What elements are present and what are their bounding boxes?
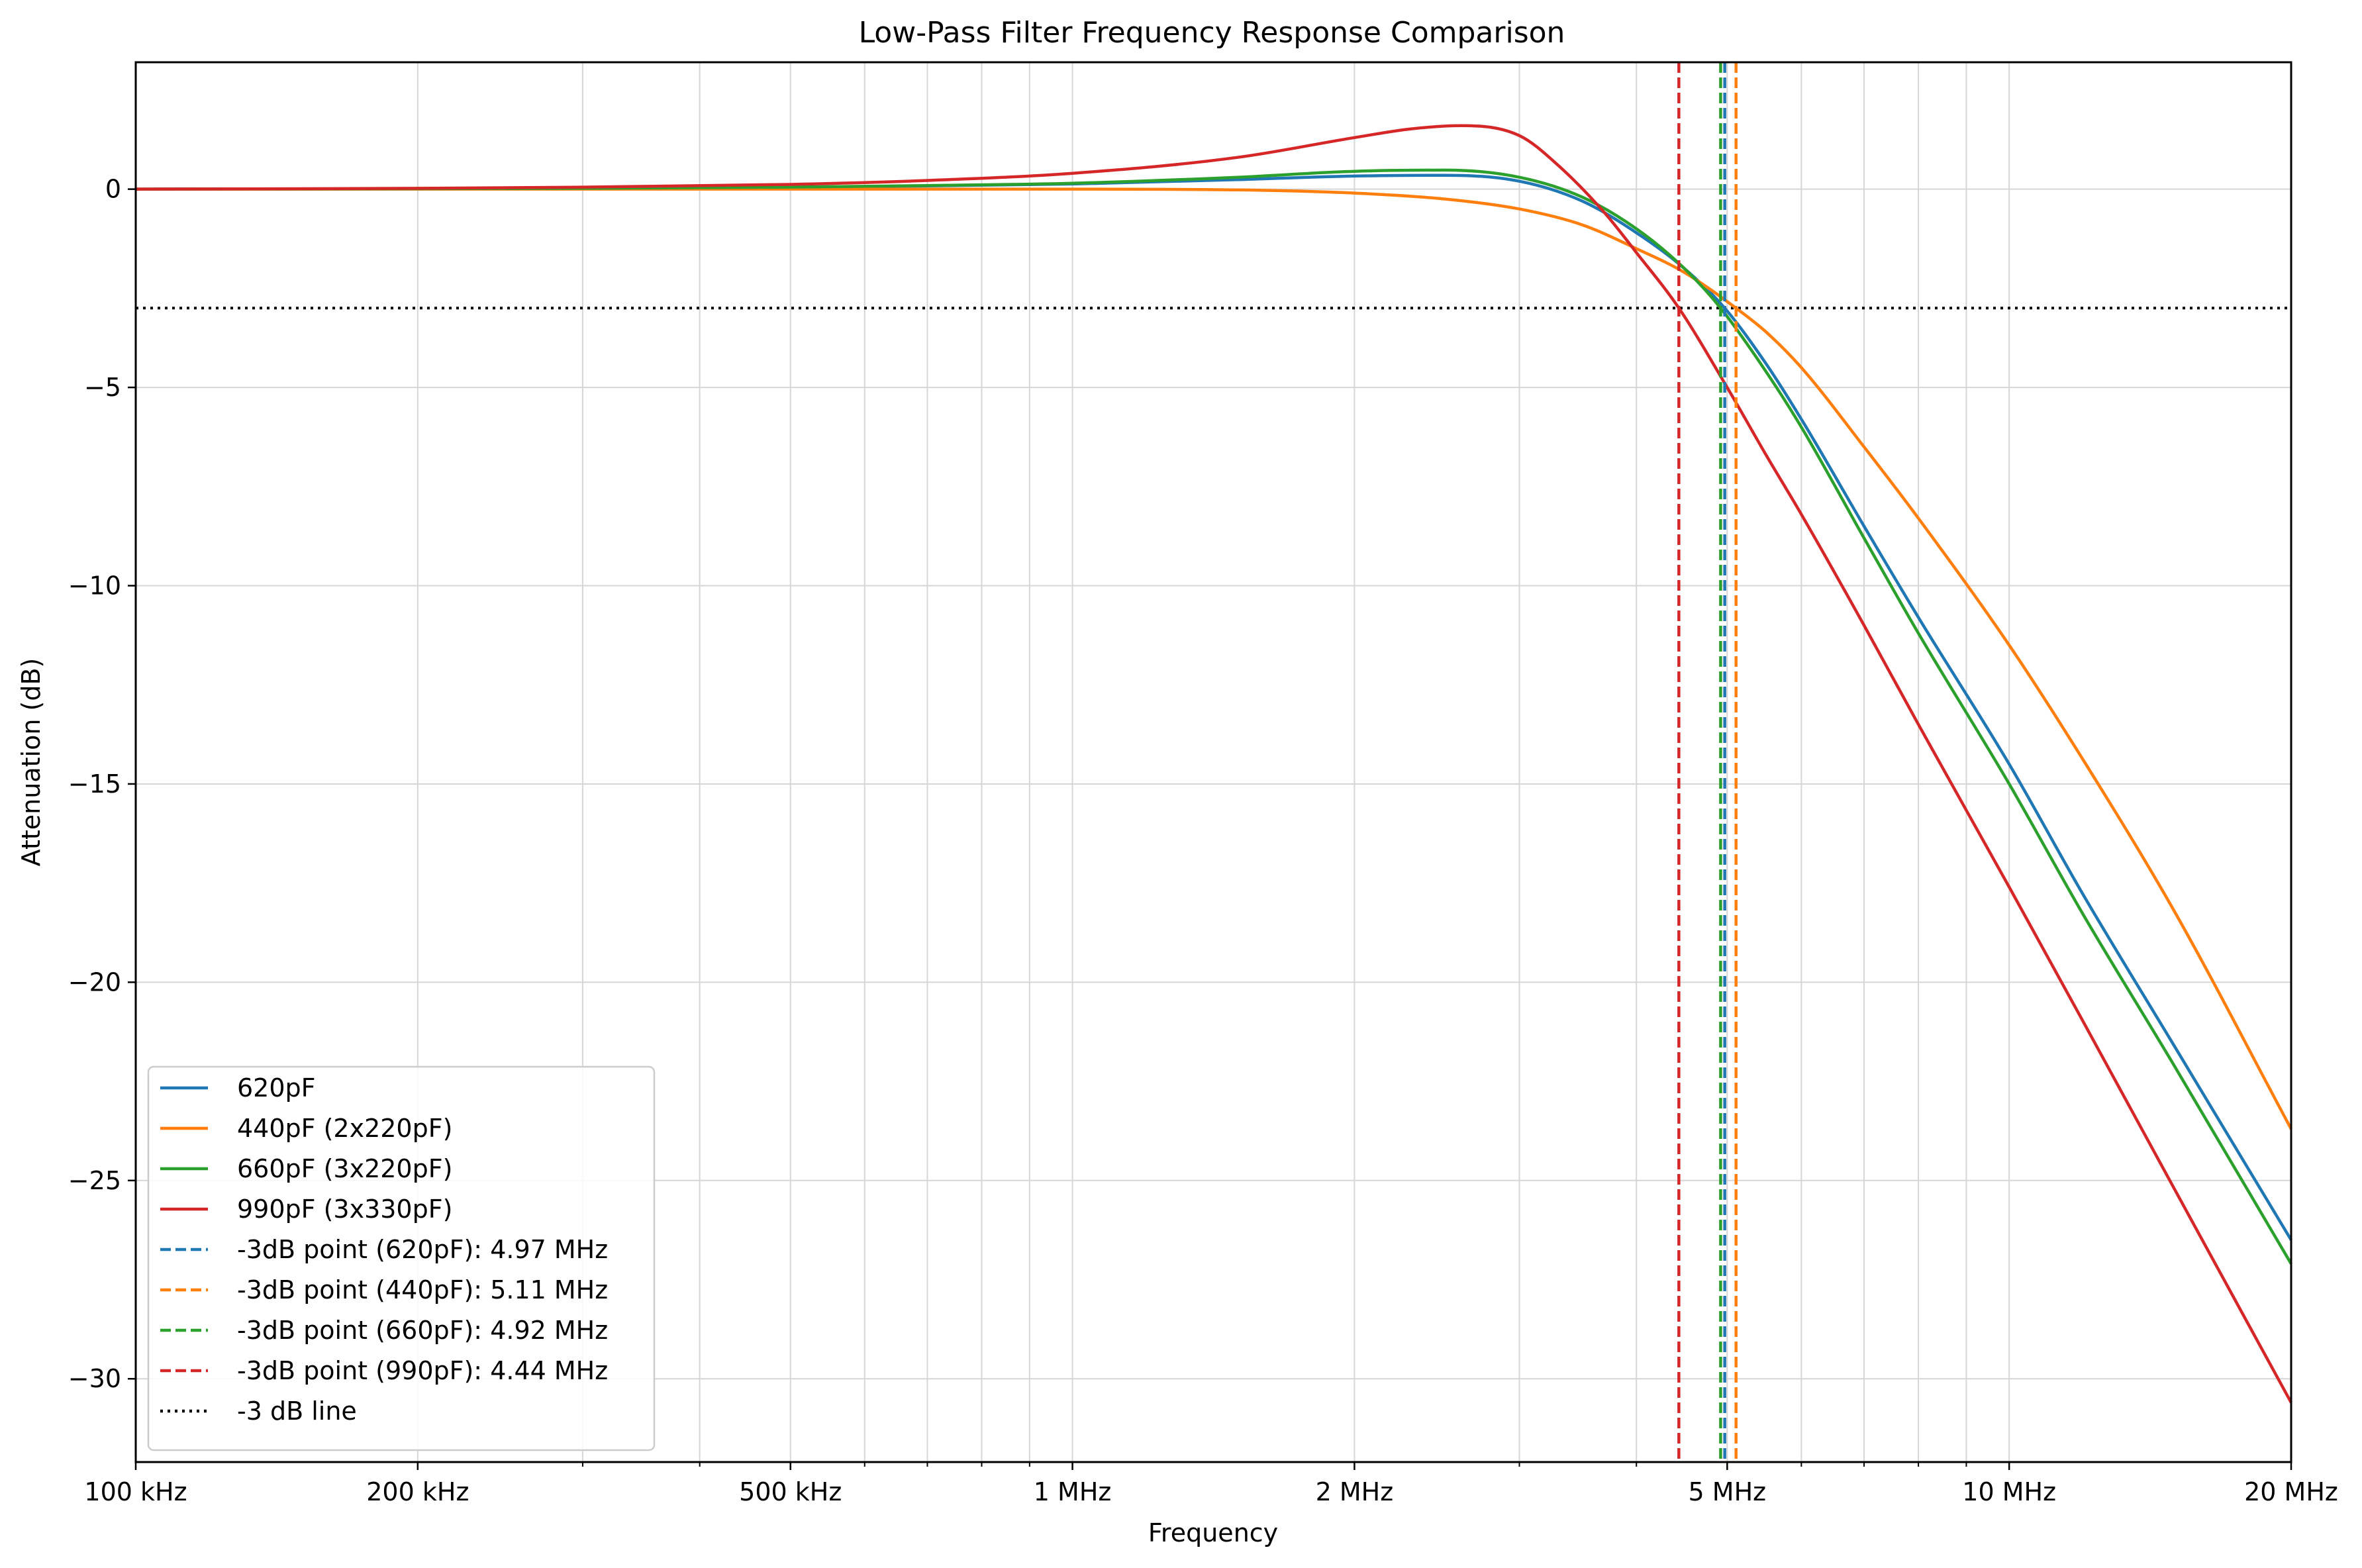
x-axis-label: Frequency bbox=[1148, 1518, 1278, 1547]
x-tick-label: 5 MHz bbox=[1689, 1477, 1767, 1506]
x-tick-label: 2 MHz bbox=[1316, 1477, 1394, 1506]
y-tick-label: −20 bbox=[68, 967, 121, 997]
legend-label: -3dB point (440pF): 5.11 MHz bbox=[237, 1275, 608, 1304]
x-tick-label: 1 MHz bbox=[1034, 1477, 1112, 1506]
x-tick-label: 20 MHz bbox=[2244, 1477, 2338, 1506]
legend-label: -3dB point (990pF): 4.44 MHz bbox=[237, 1356, 608, 1385]
legend-label: -3dB point (660pF): 4.92 MHz bbox=[237, 1316, 608, 1345]
y-axis-ticks: 0 −5 −10 −15 −20 −25 −30 bbox=[68, 175, 136, 1393]
x-axis-ticks: 100 kHz 200 kHz 500 kHz 1 MHz 2 MHz 5 MHz 10 M… bbox=[84, 1462, 2338, 1506]
y-tick-label: −25 bbox=[68, 1166, 121, 1195]
legend-label: 990pF (3x330pF) bbox=[237, 1195, 452, 1224]
x-tick-label: 100 kHz bbox=[84, 1477, 187, 1506]
legend: 620pF 440pF (2x220pF) 660pF (3x220pF) 990pF… bbox=[147, 1065, 656, 1451]
x-tick-label: 10 MHz bbox=[1962, 1477, 2056, 1506]
series-line-2 bbox=[135, 168, 2292, 1265]
y-tick-label: −10 bbox=[68, 571, 121, 601]
legend-label: 440pF (2x220pF) bbox=[237, 1114, 452, 1143]
reference-vlines bbox=[1677, 62, 1738, 1462]
y-tick-label: −5 bbox=[84, 373, 121, 402]
series-line-3 bbox=[135, 124, 2292, 1404]
legend-frame bbox=[147, 1065, 656, 1451]
y-tick-label: −15 bbox=[68, 769, 121, 799]
series-lines bbox=[135, 124, 2292, 1404]
y-tick-label: 0 bbox=[105, 175, 121, 204]
x-tick-label: 200 kHz bbox=[366, 1477, 469, 1506]
legend-label: -3 dB line bbox=[237, 1396, 357, 1426]
series-line-1 bbox=[136, 187, 2292, 1130]
chart-title: Low-Pass Filter Frequency Response Compa… bbox=[859, 16, 1565, 50]
plot-frame bbox=[134, 61, 2292, 1463]
legend-label: 620pF bbox=[237, 1073, 316, 1102]
legend-label: 660pF (3x220pF) bbox=[237, 1154, 452, 1183]
y-axis-label: Attenuation (dB) bbox=[17, 658, 46, 867]
legend-label: -3dB point (620pF): 4.97 MHz bbox=[237, 1235, 608, 1264]
y-tick-label: −30 bbox=[68, 1364, 121, 1393]
x-tick-label: 500 kHz bbox=[739, 1477, 842, 1506]
